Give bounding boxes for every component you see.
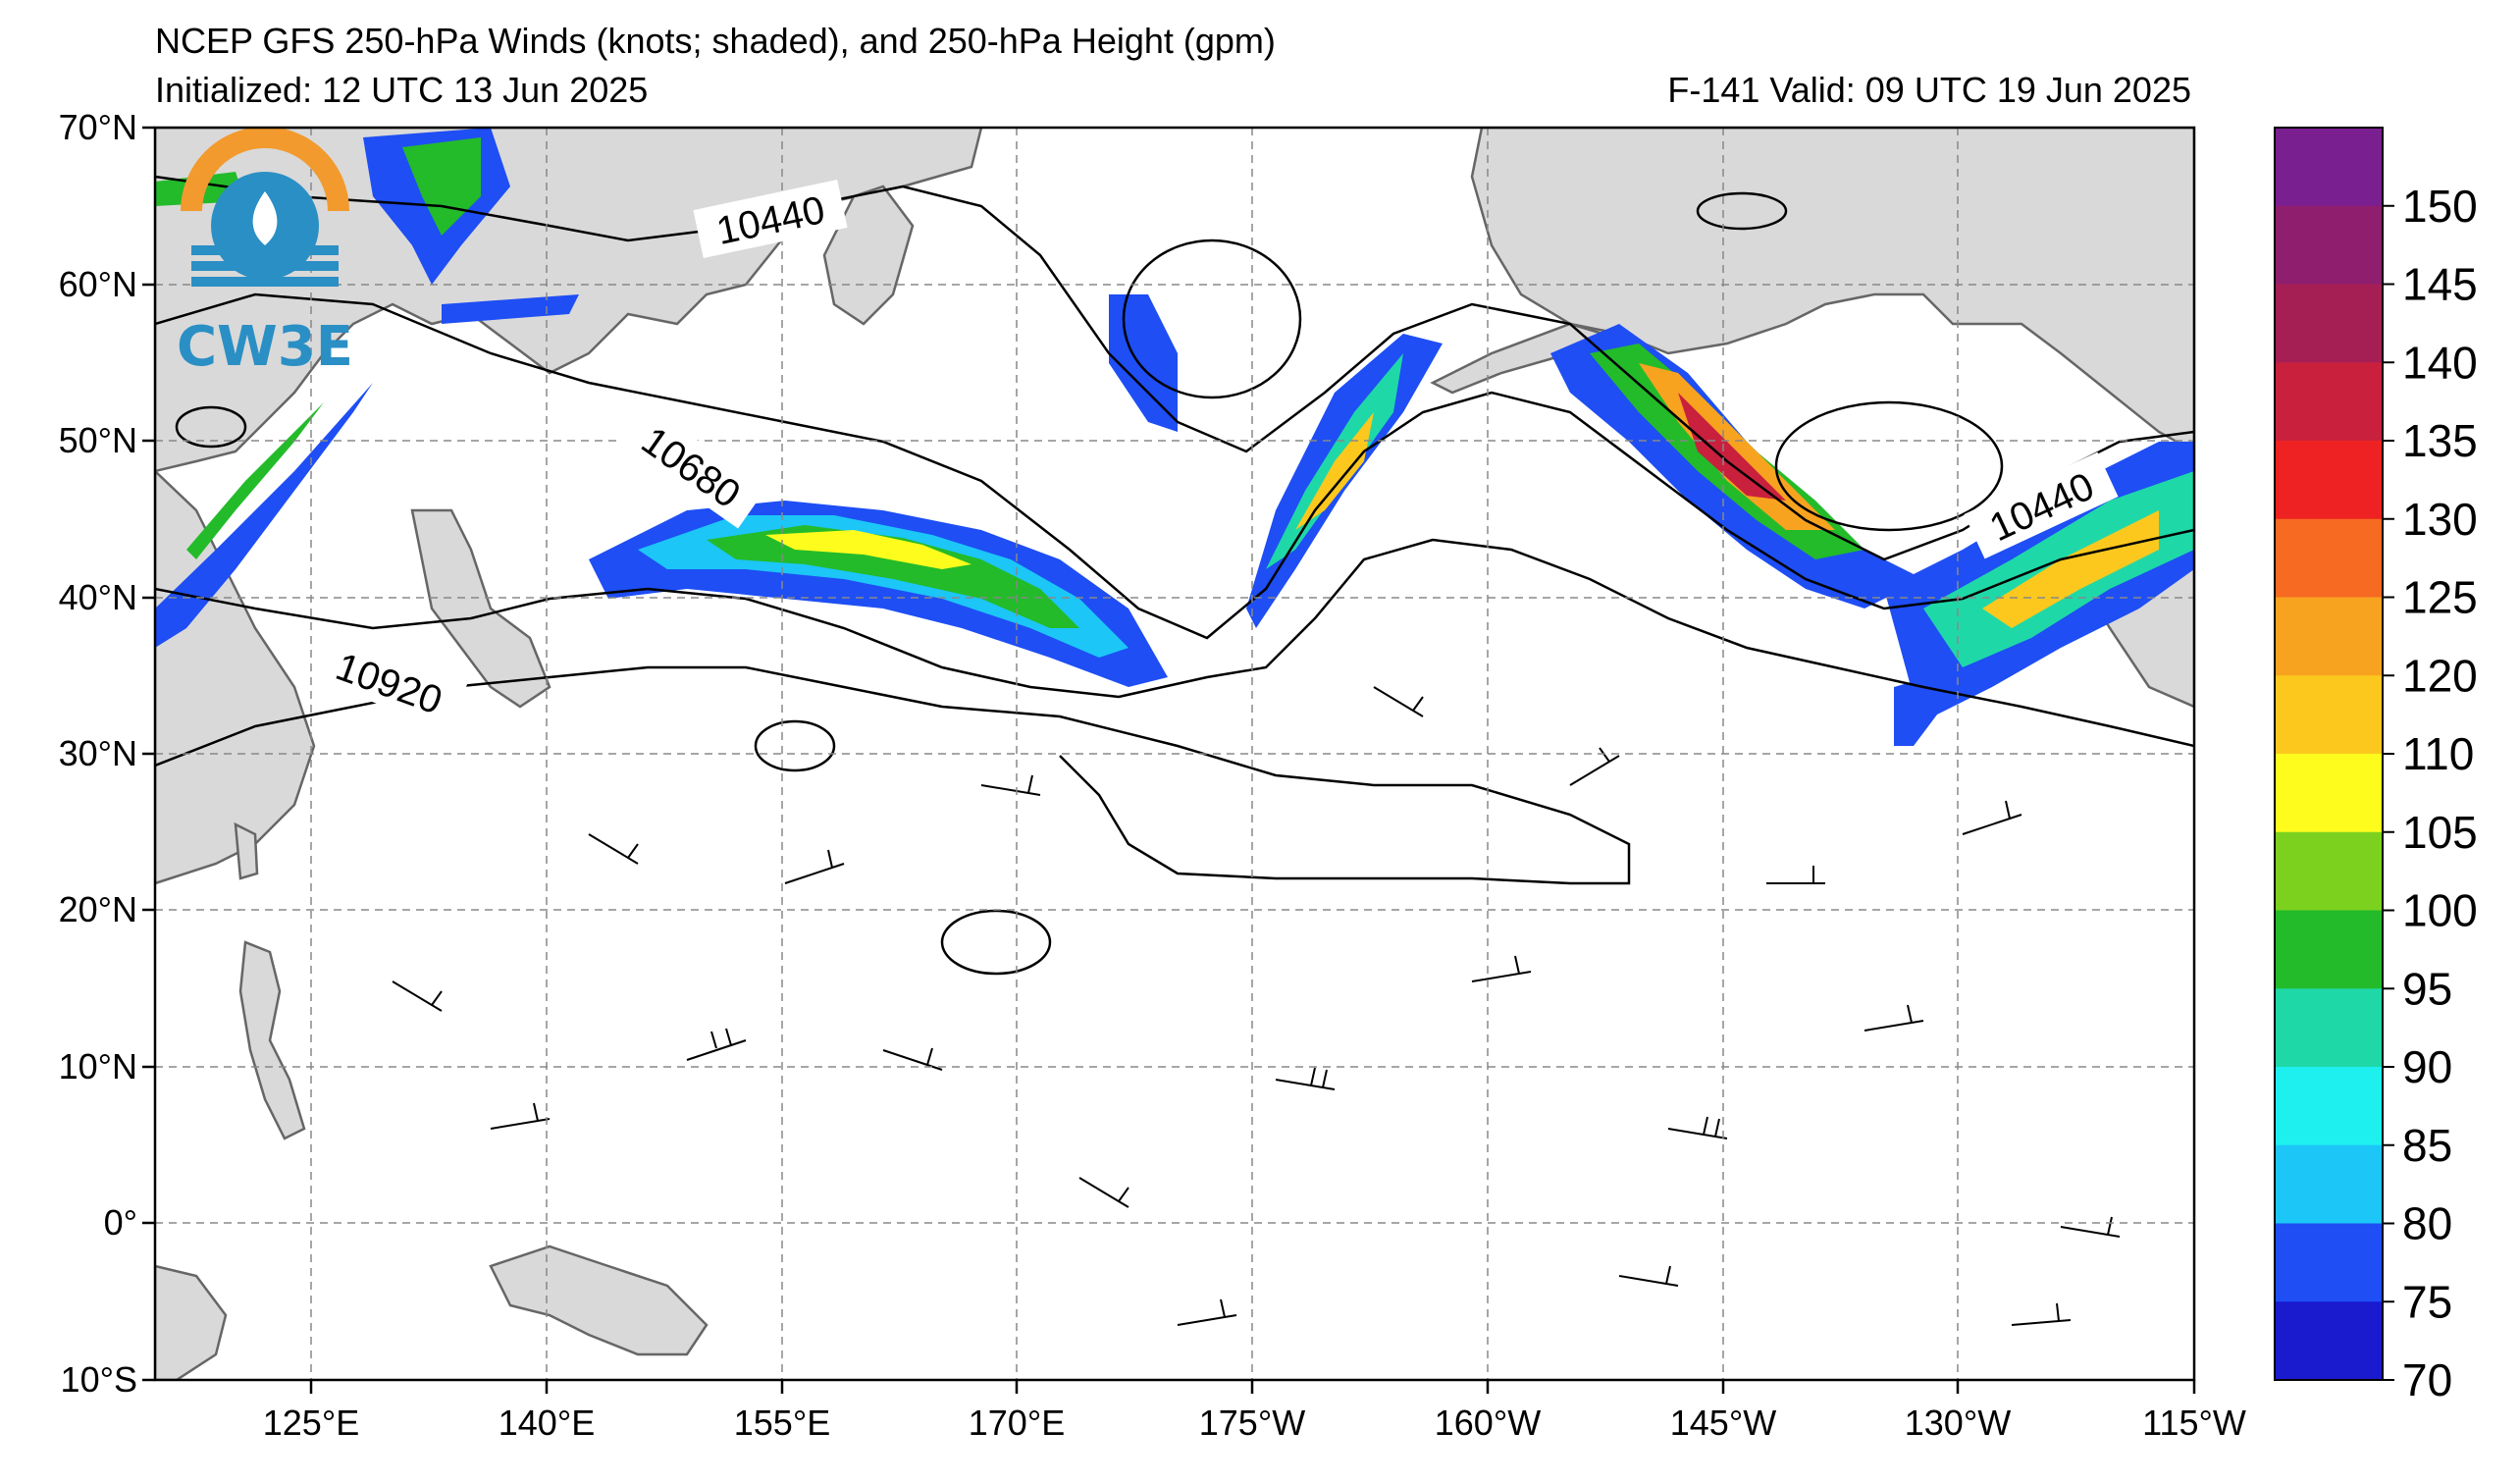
lon-label: 130°W	[1905, 1403, 2011, 1443]
lat-label: 20°N	[59, 889, 137, 929]
colorbar-segment	[2275, 1144, 2383, 1224]
wind-speed-shading	[155, 128, 2194, 746]
latitude-labels: 70°N 60°N 50°N 40°N 30°N 20°N 10°N 0° 10…	[59, 107, 137, 1400]
lon-label: 170°E	[969, 1403, 1065, 1443]
lon-label: 140°E	[499, 1403, 595, 1443]
lat-label: 10°N	[59, 1046, 137, 1086]
colorbar-segment	[2275, 675, 2383, 755]
lon-label: 160°W	[1435, 1403, 1541, 1443]
colorbar-label: 70	[2402, 1354, 2452, 1405]
colorbar-segment	[2275, 362, 2383, 442]
lon-label: 125°E	[263, 1403, 359, 1443]
colorbar-segment	[2275, 1067, 2383, 1146]
colorbar-segment	[2275, 831, 2383, 911]
lon-label: 175°W	[1199, 1403, 1305, 1443]
longitude-labels: 125°E 140°E 155°E 170°E 175°W 160°W 145°…	[263, 1403, 2246, 1443]
colorbar	[2274, 127, 2384, 1381]
colorbar-segment	[2275, 1301, 2383, 1381]
colorbar-segment	[2275, 518, 2383, 598]
colorbar-segment	[2275, 205, 2383, 285]
lat-label: 70°N	[59, 107, 137, 147]
init-time-label: Initialized: 12 UTC 13 Jun 2025	[155, 70, 649, 110]
lat-label: 30°N	[59, 733, 137, 773]
map-title: NCEP GFS 250-hPa Winds (knots; shaded), …	[155, 21, 1276, 61]
colorbar-segment	[2275, 441, 2383, 520]
colorbar-label: 145	[2402, 259, 2478, 310]
lat-ticks	[142, 126, 155, 1382]
lat-lon-grid	[155, 128, 2194, 1380]
lat-label: 10°S	[61, 1359, 137, 1400]
wind-barbs	[392, 686, 2121, 1326]
colorbar-labels: 150 145 140 135 130 125 120 110 105 100 95 90 85 80 75…	[2383, 181, 2478, 1405]
lon-label: 115°W	[2142, 1403, 2246, 1443]
lat-label: 60°N	[59, 264, 137, 304]
colorbar-label: 130	[2402, 494, 2478, 545]
colorbar-segment	[2275, 597, 2383, 676]
logo-text: CW3E	[177, 315, 353, 379]
colorbar-label: 100	[2402, 885, 2478, 936]
colorbar-label: 125	[2402, 572, 2478, 623]
lat-label: 40°N	[59, 577, 137, 617]
colorbar-segment	[2275, 128, 2383, 207]
lon-label: 155°E	[734, 1403, 830, 1443]
colorbar-label: 105	[2402, 807, 2478, 858]
colorbar-segment	[2275, 754, 2383, 833]
colorbar-segment	[2275, 988, 2383, 1068]
colorbar-segment	[2275, 284, 2383, 363]
valid-time-label: F-141 Valid: 09 UTC 19 Jun 2025	[1667, 70, 2191, 110]
lon-ticks	[309, 1380, 2196, 1394]
colorbar-segment	[2275, 1223, 2383, 1302]
height-contours	[155, 175, 2194, 976]
colorbar-label: 90	[2402, 1041, 2452, 1092]
colorbar-label: 75	[2402, 1276, 2452, 1327]
lon-label: 145°W	[1670, 1403, 1776, 1443]
colorbar-label: 150	[2402, 181, 2478, 232]
colorbar-segment	[2275, 910, 2383, 989]
colorbar-label: 120	[2402, 650, 2478, 701]
colorbar-label: 80	[2402, 1198, 2452, 1249]
lat-label: 0°	[104, 1202, 137, 1243]
cw3e-logo: CW3E	[177, 128, 353, 379]
colorbar-label: 140	[2402, 337, 2478, 388]
lat-label: 50°N	[59, 420, 137, 460]
colorbar-label: 95	[2402, 963, 2452, 1014]
colorbar-label: 85	[2402, 1120, 2452, 1171]
colorbar-label: 110	[2402, 728, 2474, 779]
colorbar-label: 135	[2402, 415, 2478, 466]
